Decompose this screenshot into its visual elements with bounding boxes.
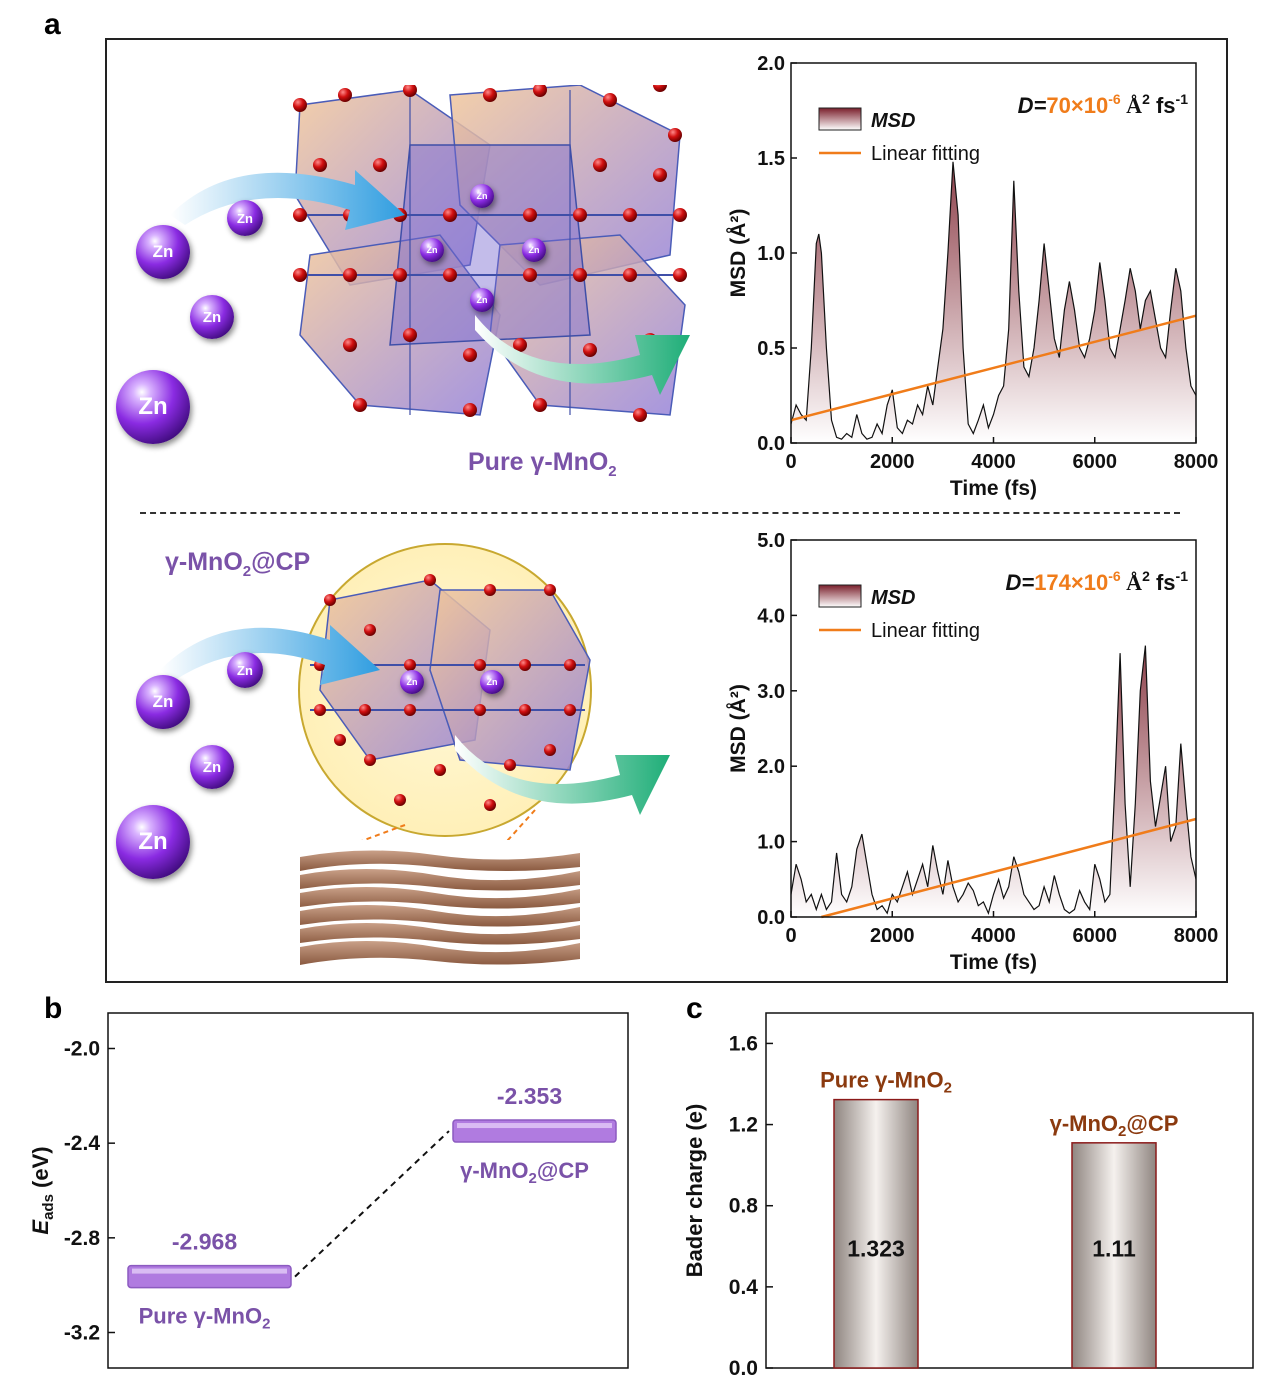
zn-ion-icon: Zn [470, 184, 494, 208]
plot-frame [107, 1012, 629, 1369]
zn-ion-icon: Zn [522, 238, 546, 262]
energy-level-highlight [132, 1268, 287, 1274]
zn-ion-icon: Zn [136, 225, 190, 279]
legend-msd-label: MSD [871, 110, 915, 132]
energy-value-label: -2.968 [172, 1229, 237, 1255]
y-tick-label: 1.2 [729, 1114, 758, 1137]
legend-fit-label: Linear fitting [871, 143, 980, 165]
x-axis-label: Time (fs) [950, 477, 1037, 500]
zn-ion-icon: Zn [136, 675, 190, 729]
y-tick-label: 0.0 [729, 1357, 758, 1380]
y-tick-label: 0.4 [729, 1276, 759, 1299]
y-axis-label: MSD (Å²) [726, 684, 750, 773]
zn-ion-icon: Zn [420, 238, 444, 262]
zn-ion-icon: Zn [116, 805, 190, 879]
x-tick-label: 0 [785, 451, 796, 473]
bader-chart: 0.0 0.4 0.8 1.2 1.6 Bader charge (e) 1.323 Pure… [682, 1012, 1254, 1380]
diffusion-coefficient-label: D=174×10-6 Å2 fs-1 [1005, 568, 1188, 595]
bar-value-label: 1.11 [1092, 1235, 1136, 1261]
panel-label-b: b [44, 992, 63, 1025]
plot-frame [765, 1012, 1254, 1369]
arrow-in-top [170, 170, 405, 230]
msd-line [790, 161, 1197, 440]
y-tick-label: -2.8 [64, 1227, 101, 1250]
y-tick-label: 0.8 [729, 1195, 759, 1218]
zn-ion-icon: Zn [190, 745, 234, 789]
zn-ion-icon: Zn [116, 370, 190, 444]
zn-ion-icon: Zn [400, 670, 424, 694]
bader-bar [833, 1098, 919, 1369]
x-tick-label: 4000 [971, 451, 1016, 473]
x-tick-label: 6000 [1073, 451, 1118, 473]
x-tick-label: 8000 [1174, 925, 1219, 947]
x-tick-label: 2000 [870, 925, 915, 947]
y-tick-label: 2.0 [757, 53, 785, 75]
legend-msd-swatch [818, 584, 862, 608]
crystal-cp-illustration [298, 543, 592, 840]
category-label: Pure γ-MnO2 [139, 1304, 271, 1333]
msd-pure-chart: 0 2000 4000 6000 8000 0.0 0.5 1.0 1.5 2.0 Time (fs… [726, 53, 1219, 500]
zn-ion-icon: Zn [470, 288, 494, 312]
y-tick-label: 1.0 [757, 832, 785, 854]
x-tick-label: 2000 [870, 451, 915, 473]
y-tick-label: 1.0 [757, 243, 785, 265]
energy-value-label: -2.353 [497, 1083, 562, 1109]
category-label: γ-MnO2@CP [1050, 1111, 1179, 1140]
diffusion-coefficient-label: D=70×10-6 Å2 fs-1 [1018, 91, 1189, 118]
linear-fit-line [821, 817, 1197, 919]
pure-mno2-label: Pure γ-MnO2 [468, 448, 617, 480]
category-label: Pure γ-MnO2 [820, 1068, 952, 1097]
legend-msd-label: MSD [871, 587, 915, 609]
y-tick-label: 0.5 [757, 338, 785, 360]
panel-label-a: a [44, 8, 61, 41]
linear-fit-line [790, 314, 1197, 422]
y-tick-label: 4.0 [757, 605, 785, 627]
y-tick-label: -3.2 [64, 1322, 100, 1345]
y-tick-label: 0.0 [757, 907, 785, 929]
panel-a-frame [105, 38, 1228, 983]
x-tick-label: 6000 [1073, 925, 1118, 947]
transition-connector [294, 1130, 450, 1278]
y-tick-label: 2.0 [757, 756, 785, 778]
bader-bar [1071, 1142, 1157, 1369]
x-tick-label: 4000 [971, 925, 1016, 947]
zn-ion-icon: Zn [480, 670, 504, 694]
y-tick-label: 1.6 [729, 1032, 758, 1055]
energy-level-highlight [457, 1123, 612, 1129]
y-axis-label: MSD (Å²) [726, 209, 750, 298]
y-tick-label: 3.0 [757, 681, 785, 703]
y-tick-label: 1.5 [757, 148, 785, 170]
x-tick-label: 0 [785, 925, 796, 947]
panel-label-c: c [686, 992, 703, 1025]
msd-area [791, 645, 1196, 917]
x-axis-label: Time (fs) [950, 951, 1037, 974]
mno2-cp-label: γ-MnO2@CP [165, 548, 311, 580]
panel-separator [140, 512, 1180, 514]
arrow-out-bottom [455, 735, 670, 815]
y-tick-label: 0.0 [757, 433, 785, 455]
y-tick-label: -2.0 [64, 1038, 100, 1061]
msd-cp-chart: 0 2000 4000 6000 8000 0.0 1.0 2.0 3.0 4.0 5.0 Time … [726, 530, 1219, 974]
zn-ion-icon: Zn [190, 295, 234, 339]
legend-fit-label: Linear fitting [871, 620, 980, 642]
eads-chart: -2.0 -2.4 -2.8 -3.2 Eads (eV) -2.968 Pure γ-Mn… [28, 1012, 629, 1369]
y-axis-label: Bader charge (e) [682, 1104, 707, 1278]
carbon-paper-illustration [300, 850, 580, 965]
arrow-in-bottom [160, 625, 380, 685]
legend-msd-swatch [818, 107, 862, 131]
y-tick-label: -2.4 [64, 1132, 101, 1155]
msd-area [791, 161, 1196, 444]
zn-ion-icon: Zn [227, 652, 263, 688]
y-axis-label: Eads (eV) [28, 1146, 57, 1234]
category-label: γ-MnO2@CP [460, 1158, 589, 1187]
zn-ion-icon: Zn [227, 200, 263, 236]
x-tick-label: 8000 [1174, 451, 1219, 473]
msd-line [790, 645, 1197, 915]
arrow-out-top [475, 315, 690, 395]
bar-value-label: 1.323 [847, 1235, 905, 1261]
y-tick-label: 5.0 [757, 530, 785, 552]
